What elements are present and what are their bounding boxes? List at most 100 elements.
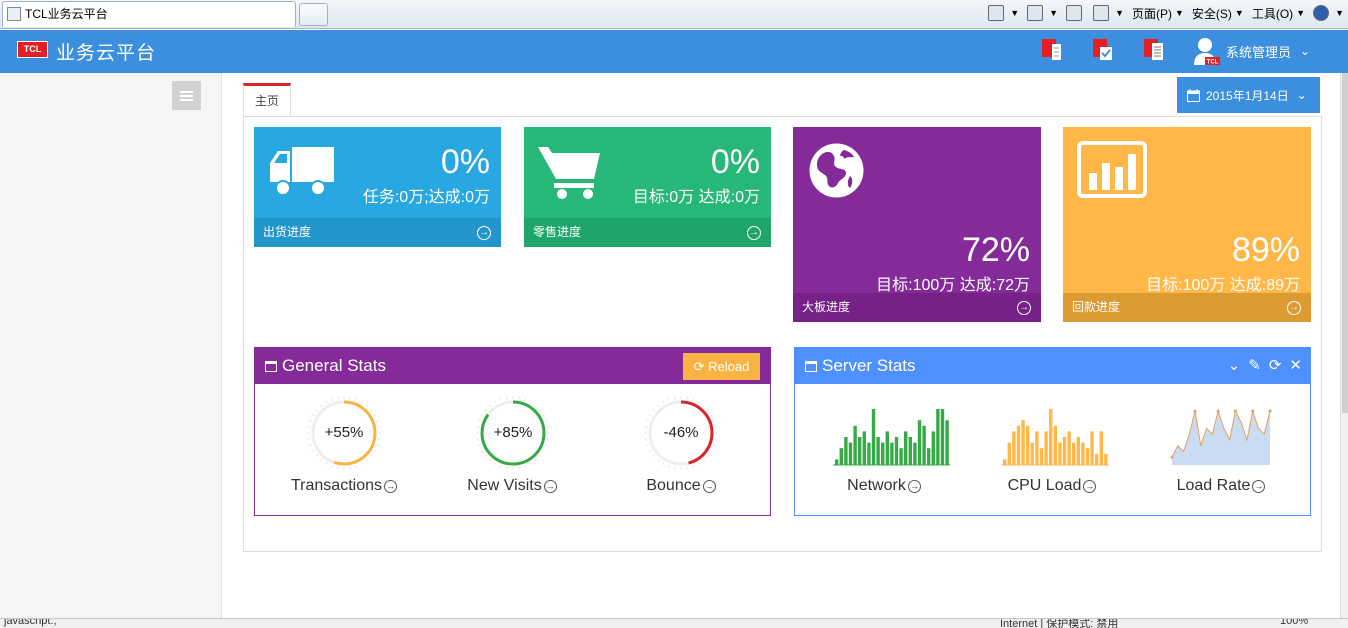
tile-footer-label: 回款进度 xyxy=(1072,300,1121,314)
spark-bar xyxy=(1067,431,1071,465)
spark-bar xyxy=(945,420,949,465)
spark-label: CPU Load xyxy=(1007,477,1082,494)
gauge-tick xyxy=(349,396,351,400)
spark-label: Network xyxy=(847,477,906,494)
gauge-tick xyxy=(476,438,480,440)
refresh-icon[interactable]: ⟳ xyxy=(1268,357,1282,374)
wrench-icon[interactable]: ✎ xyxy=(1248,357,1261,374)
gauge-arc xyxy=(311,400,377,466)
tile-footer-label: 大板进度 xyxy=(802,300,851,314)
spark-bar xyxy=(1016,425,1021,465)
gauge-tick xyxy=(499,464,502,468)
browser-tab[interactable]: TCL业务云平台 xyxy=(2,1,296,27)
gauge-tick xyxy=(702,458,706,462)
tile-footer[interactable]: 大板进度 → xyxy=(793,293,1041,322)
documents-icon[interactable] xyxy=(1143,38,1165,64)
spark-bar xyxy=(839,448,843,465)
collapse-icon[interactable]: ⌄ xyxy=(1227,357,1241,374)
gauge-tick xyxy=(480,449,484,452)
spark-bar xyxy=(1058,442,1062,465)
bar-chart-icon xyxy=(1077,141,1147,198)
gauge-link-new-visits[interactable]: New Visits → xyxy=(432,477,592,495)
tile-footer[interactable]: 回款进度 → xyxy=(1063,293,1311,322)
scrollbar-thumb[interactable] xyxy=(1342,73,1348,413)
gauge-tick xyxy=(377,426,381,428)
browser-tab-title: TCL业务云平台 xyxy=(25,7,108,21)
gauges-area xyxy=(307,396,718,470)
spark-point xyxy=(1233,409,1237,413)
spark-bar xyxy=(876,437,880,465)
spark-link-network[interactable]: Network → xyxy=(804,477,964,495)
chevron-down-icon: ⌄ xyxy=(1300,44,1311,58)
spark-link-load-rate[interactable]: Load Rate → xyxy=(1141,477,1301,495)
spark-bar xyxy=(1099,431,1103,465)
help-button[interactable]: ▼ xyxy=(1313,5,1344,21)
gauge-tick xyxy=(518,396,520,400)
gauge-tick xyxy=(307,438,311,440)
sidebar xyxy=(0,73,222,618)
server-stats-widget: Server Stats ⌄ ✎ ⟳ ✕ Network → CPU Load → … xyxy=(794,347,1311,516)
date-range-button[interactable]: 2015年1月14日 ⌄ xyxy=(1177,77,1320,113)
close-icon[interactable]: ✕ xyxy=(1289,357,1302,374)
page-menu[interactable]: 页面(P) ▼ xyxy=(1131,6,1184,21)
tile-subtitle: 目标:0万 达成:0万 xyxy=(632,189,760,206)
gauge-tick xyxy=(529,462,532,466)
app-header: TCL 业务云平台 TCL 系统管理员 ⌄ xyxy=(0,30,1348,73)
safety-menu[interactable]: 安全(S) ▼ xyxy=(1191,6,1244,21)
gauge-tick xyxy=(667,398,670,402)
sidebar-toggle-button[interactable] xyxy=(172,81,201,110)
mail-button[interactable] xyxy=(1066,5,1085,21)
feeds-button[interactable]: ▼ xyxy=(1027,5,1058,21)
tile-large-panel-progress[interactable]: 72% 目标:100万 达成:72万 大板进度 → xyxy=(793,127,1041,322)
spark-bar xyxy=(1095,453,1099,465)
cart-icon xyxy=(538,147,600,199)
gauge-link-bounce[interactable]: Bounce → xyxy=(601,477,761,495)
gauge-tick xyxy=(309,419,313,422)
tools-menu[interactable]: 工具(O) ▼ xyxy=(1251,6,1306,21)
reload-button[interactable]: ⟳ Reload xyxy=(683,353,760,380)
gauge-tick xyxy=(542,449,546,452)
gauge-tick xyxy=(307,426,311,428)
gauge-tick xyxy=(644,426,648,428)
tile-footer[interactable]: 零售进度 → xyxy=(524,218,771,247)
gauge-tick xyxy=(506,396,508,400)
spark-link-cpu-load[interactable]: CPU Load → xyxy=(972,477,1132,495)
spark-bar xyxy=(1053,425,1057,465)
user-menu[interactable]: TCL 系统管理员 ⌄ xyxy=(1192,35,1310,67)
gauge-tick xyxy=(311,414,315,417)
gauge-tick xyxy=(686,466,688,470)
gauge-tick xyxy=(478,419,482,422)
gauge-link-transactions[interactable]: Transactions → xyxy=(264,477,424,495)
home-button[interactable]: ▼ xyxy=(988,5,1019,21)
page-scrollbar[interactable] xyxy=(1340,73,1348,618)
tile-payment-progress[interactable]: 89% 目标:100万 达成:89万 回款进度 → xyxy=(1063,127,1311,322)
gauge-tick xyxy=(319,458,323,462)
user-name: 系统管理员 xyxy=(1226,44,1292,60)
gauge-tick xyxy=(667,464,670,468)
spark-bar xyxy=(1062,437,1067,465)
tile-footer[interactable]: 出货进度 → xyxy=(254,218,501,247)
spark-bar xyxy=(904,431,908,465)
general-stats-header: General Stats ⟳ Reload xyxy=(255,348,770,384)
gauge-tick xyxy=(706,454,710,458)
new-tab-button[interactable] xyxy=(299,3,328,26)
tile-shipment-progress[interactable]: 0% 任务:0万;达成:0万 出货进度 → xyxy=(254,127,501,247)
gauge-tick xyxy=(644,438,648,440)
gauge-value: +55% xyxy=(324,424,364,441)
printer-icon xyxy=(1093,5,1110,21)
security-zone: Internet | 保护模式: 禁用 xyxy=(1000,618,1119,628)
spark-bar xyxy=(894,437,899,465)
notification-icon[interactable] xyxy=(1041,38,1063,64)
spark-bar xyxy=(844,437,848,465)
spark-bar xyxy=(913,442,917,465)
zoom-level[interactable]: 100% xyxy=(1280,618,1309,627)
gauge-tick xyxy=(697,400,700,404)
tile-retail-progress[interactable]: 0% 目标:0万 达成:0万 零售进度 → xyxy=(524,127,771,247)
gauge-tick xyxy=(712,419,716,422)
tab-home[interactable]: 主页 xyxy=(243,83,291,116)
tasks-icon[interactable] xyxy=(1092,38,1114,64)
gauge-tick xyxy=(714,426,718,428)
print-button[interactable]: ▼ xyxy=(1093,5,1124,21)
gauge-tick xyxy=(355,398,358,402)
gauge-tick xyxy=(369,454,373,458)
